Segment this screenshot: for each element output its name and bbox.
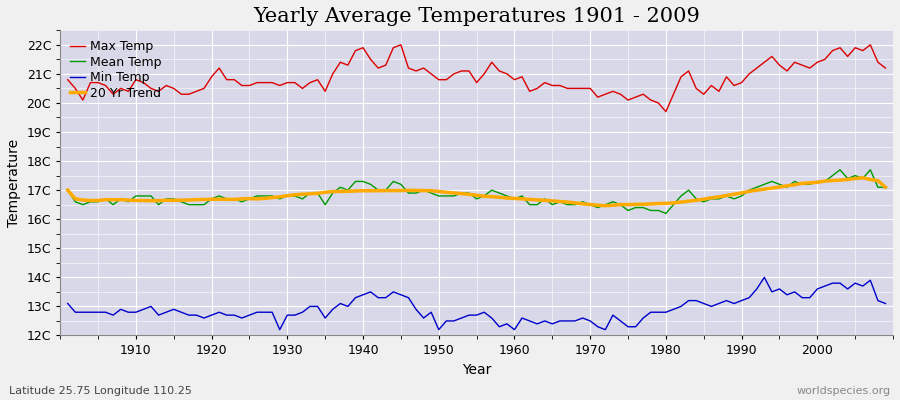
Max Temp — [335, 60, 346, 65]
Mean Temp — [62, 188, 73, 192]
Text: worldspecies.org: worldspecies.org — [796, 386, 891, 396]
Min Temp — [608, 313, 618, 318]
Max Temp — [608, 89, 618, 94]
Min Temp — [62, 301, 73, 306]
Y-axis label: Temperature: Temperature — [7, 139, 21, 227]
Min Temp — [274, 327, 285, 332]
Min Temp — [759, 275, 769, 280]
Max Temp — [880, 66, 891, 70]
Max Temp — [395, 42, 406, 47]
Min Temp — [123, 310, 134, 315]
20 Yr Trend — [335, 189, 346, 194]
Mean Temp — [290, 194, 301, 198]
Mean Temp — [123, 199, 134, 204]
X-axis label: Year: Year — [462, 363, 491, 377]
Mean Temp — [509, 196, 520, 201]
Mean Temp — [501, 194, 512, 198]
20 Yr Trend — [600, 203, 611, 208]
Line: Mean Temp: Mean Temp — [68, 170, 886, 213]
Max Temp — [509, 77, 520, 82]
Mean Temp — [880, 185, 891, 190]
Min Temp — [297, 310, 308, 315]
20 Yr Trend — [501, 196, 512, 200]
Max Temp — [290, 80, 301, 85]
Min Temp — [343, 304, 354, 309]
20 Yr Trend — [509, 196, 520, 201]
20 Yr Trend — [608, 203, 618, 208]
Line: 20 Yr Trend: 20 Yr Trend — [68, 178, 886, 206]
Min Temp — [517, 316, 527, 320]
Min Temp — [880, 301, 891, 306]
Max Temp — [62, 77, 73, 82]
Legend: Max Temp, Mean Temp, Min Temp, 20 Yr Trend: Max Temp, Mean Temp, Min Temp, 20 Yr Tre… — [67, 36, 166, 104]
20 Yr Trend — [62, 188, 73, 192]
20 Yr Trend — [858, 175, 868, 180]
Line: Min Temp: Min Temp — [68, 277, 886, 330]
Mean Temp — [661, 211, 671, 216]
Mean Temp — [335, 185, 346, 190]
Title: Yearly Average Temperatures 1901 - 2009: Yearly Average Temperatures 1901 - 2009 — [253, 7, 700, 26]
20 Yr Trend — [123, 198, 134, 202]
20 Yr Trend — [880, 185, 891, 190]
20 Yr Trend — [290, 192, 301, 197]
Min Temp — [509, 327, 520, 332]
Mean Temp — [600, 202, 611, 207]
Max Temp — [517, 74, 527, 79]
Max Temp — [123, 89, 134, 94]
Max Temp — [661, 109, 671, 114]
Line: Max Temp: Max Temp — [68, 45, 886, 112]
Text: Latitude 25.75 Longitude 110.25: Latitude 25.75 Longitude 110.25 — [9, 386, 192, 396]
Mean Temp — [834, 167, 845, 172]
